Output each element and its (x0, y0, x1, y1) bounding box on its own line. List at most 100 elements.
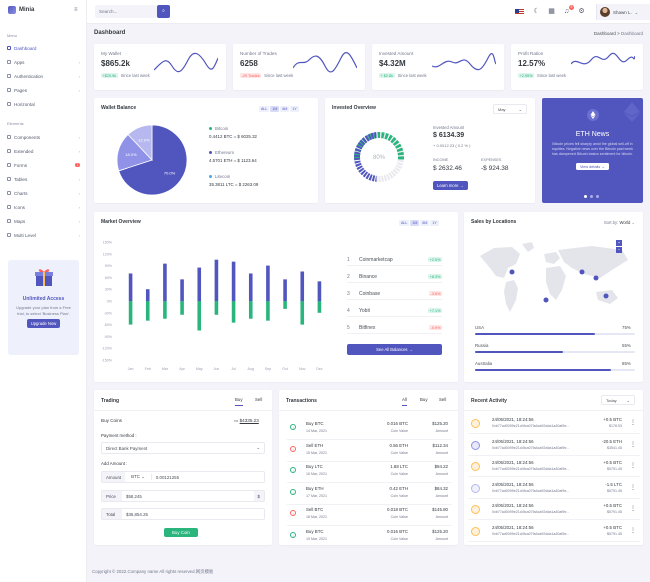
tab-buy[interactable]: Buy (235, 397, 243, 406)
see-all-balances-button[interactable]: See All Balances → (347, 344, 442, 355)
brand[interactable]: Minia (8, 6, 34, 14)
breadcrumb-parent[interactable]: Dashboard (593, 31, 616, 36)
bar[interactable] (180, 279, 184, 301)
total-input[interactable]: $36,854.25 (126, 511, 148, 517)
sidebar-item-charts[interactable]: Charts › (7, 189, 80, 197)
menu-toggle-icon[interactable]: ≡ (74, 7, 78, 13)
period-select[interactable]: Today ⌄ (601, 395, 635, 405)
bar[interactable] (197, 301, 202, 331)
grid-icon[interactable]: ▦ (548, 8, 555, 15)
activity-row[interactable]: 24/05/2021, 18:24:56 0xb77ad0099e21d4fca0… (468, 478, 640, 499)
price-input[interactable]: $58,245 (126, 493, 142, 499)
sidebar-item-dashboard[interactable]: Dashboard (7, 44, 80, 52)
bar[interactable] (128, 301, 133, 325)
carousel-dots[interactable] (584, 195, 599, 198)
amount-input[interactable]: 0.00121255 (155, 474, 180, 480)
tab-1m[interactable]: 1M (270, 106, 280, 112)
payment-select[interactable]: Direct Bank Payment ⌄ (101, 442, 265, 454)
transaction-row[interactable]: ↓ Buy LTC 16 Mar, 2021 1.88 LTC Coin Value $9… (287, 459, 452, 483)
sidebar-item-apps[interactable]: Apps › (7, 58, 80, 66)
exchange-row[interactable]: 1 Coinmarketcap +2.5% (347, 254, 442, 266)
tab-1m[interactable]: 1M (410, 220, 420, 226)
more-vertical-icon[interactable]: ⋮ (630, 484, 636, 491)
world-map[interactable] (472, 238, 636, 322)
sidebar-item-horizontal[interactable]: Horizontal (7, 100, 80, 108)
bar[interactable] (283, 279, 287, 301)
carousel-dot[interactable] (596, 195, 599, 198)
carousel-dot[interactable] (590, 195, 593, 198)
pie-slice[interactable] (127, 124, 153, 162)
sidebar-item-authentication[interactable]: Authentication › (7, 72, 80, 80)
sidebar-item-tables[interactable]: Tables › (7, 175, 80, 183)
exchange-row[interactable]: 3 Coinbase -3.6% (347, 288, 442, 300)
price-field[interactable]: Price $58,245 $ (101, 490, 265, 502)
learn-more-button[interactable]: Learn more → (433, 181, 468, 190)
tab-buy[interactable]: Buy (420, 397, 428, 402)
gear-icon[interactable]: ⚙ (578, 8, 585, 15)
bell-icon[interactable]: ♫ (563, 8, 570, 15)
bar[interactable] (231, 301, 236, 323)
bar[interactable] (317, 281, 322, 301)
activity-row[interactable]: 24/05/2021, 18:24:56 0xb77ad0099e21d4fca0… (468, 435, 640, 456)
activity-row[interactable]: 24/05/2021, 18:24:56 0xb77ad0099e21d4fca0… (468, 499, 640, 520)
exchange-row[interactable]: 5 Bitfinex -0.9% (347, 322, 442, 334)
more-vertical-icon[interactable]: ⋮ (630, 463, 636, 469)
more-vertical-icon[interactable]: ⋮ (630, 527, 636, 534)
tab-all[interactable]: ALL (399, 220, 410, 226)
bar[interactable] (248, 273, 253, 301)
us-flag-icon[interactable] (515, 9, 524, 15)
bar[interactable] (180, 301, 184, 315)
more-vertical-icon[interactable]: ⋮ (630, 420, 636, 426)
bar[interactable] (248, 301, 253, 319)
bar[interactable] (214, 301, 219, 315)
activity-row[interactable]: 24/05/2021, 18:24:56 0xb77ad0099e21d4fca0… (468, 456, 640, 477)
zoom-in-button[interactable]: + (616, 240, 622, 246)
zoom-out-button[interactable]: − (616, 247, 622, 253)
search-input[interactable]: Search... (95, 5, 157, 18)
total-field[interactable]: Total $36,854.25 (101, 508, 265, 520)
carousel-dot[interactable] (584, 195, 587, 198)
view-details-button[interactable]: View details → (575, 163, 610, 170)
more-vertical-icon[interactable]: ⋮ (630, 506, 636, 512)
pie-slice[interactable] (116, 133, 153, 172)
sidebar-item-multi-level[interactable]: Multi Level › (7, 231, 80, 239)
bar[interactable] (163, 301, 167, 319)
sidebar-item-extended[interactable]: Extended › (7, 147, 80, 155)
transaction-row[interactable]: ↓ Buy ETH 17 Mar, 2021 0.42 ETH Coin Value $8… (287, 481, 452, 505)
bar[interactable] (231, 261, 236, 301)
bar[interactable] (145, 301, 150, 321)
sidebar-item-icons[interactable]: Icons › (7, 203, 80, 211)
tab-sell[interactable]: Sell (439, 397, 447, 402)
more-vertical-icon[interactable]: ⋮ (630, 441, 636, 448)
exchange-row[interactable]: 2 Binance +8.3% (347, 271, 442, 283)
exchange-row[interactable]: 4 Yobit +7.1% (347, 305, 442, 317)
bar[interactable] (214, 259, 219, 301)
bar[interactable] (300, 301, 305, 325)
bar[interactable] (266, 265, 270, 301)
transaction-row[interactable]: ↑ Sell ETH 15 Mar, 2021 0.56 ETH Coin Value $… (287, 438, 452, 462)
transaction-row[interactable]: ↑ Sell BTC 18 Mar, 2021 0.018 BTC Coin Value… (287, 502, 452, 526)
tab-all[interactable]: All (402, 397, 407, 406)
tab-1y[interactable]: 1Y (430, 220, 439, 226)
sidebar-item-maps[interactable]: Maps › (7, 217, 80, 225)
tab-sell[interactable]: Sell (255, 397, 263, 402)
bar[interactable] (128, 273, 133, 301)
search-button[interactable]: ⌕ (157, 5, 170, 18)
sort-select[interactable]: Sort by: World ⌄ (603, 220, 635, 225)
pie-slice[interactable] (118, 124, 188, 196)
tab-6m[interactable]: 6M (280, 106, 290, 112)
sidebar-item-components[interactable]: Components › (7, 133, 80, 141)
sidebar-item-pages[interactable]: Pages › (7, 86, 80, 94)
activity-row[interactable]: 24/05/2021, 18:24:56 0xb77ad0099e21d4fca0… (468, 413, 640, 434)
tab-1y[interactable]: 1Y (290, 106, 299, 112)
buy-coin-button[interactable]: Buy Coin (164, 528, 198, 537)
upgrade-now-button[interactable]: Upgrade Now (26, 319, 61, 328)
moon-icon[interactable]: ☾ (533, 8, 540, 15)
transaction-row[interactable]: ↓ Buy BTC 19 Mar, 2021 0.016 BTC Coin Value $… (287, 524, 452, 548)
bar[interactable] (283, 301, 287, 309)
bar[interactable] (145, 289, 150, 301)
tab-6m[interactable]: 6M (420, 220, 430, 226)
amount-field[interactable]: Amount BTC ⌄ 0.00121255 (101, 471, 265, 483)
user-menu[interactable]: Shawn L. ⌄ (596, 4, 650, 20)
month-select[interactable]: May ⌄ (493, 104, 527, 114)
